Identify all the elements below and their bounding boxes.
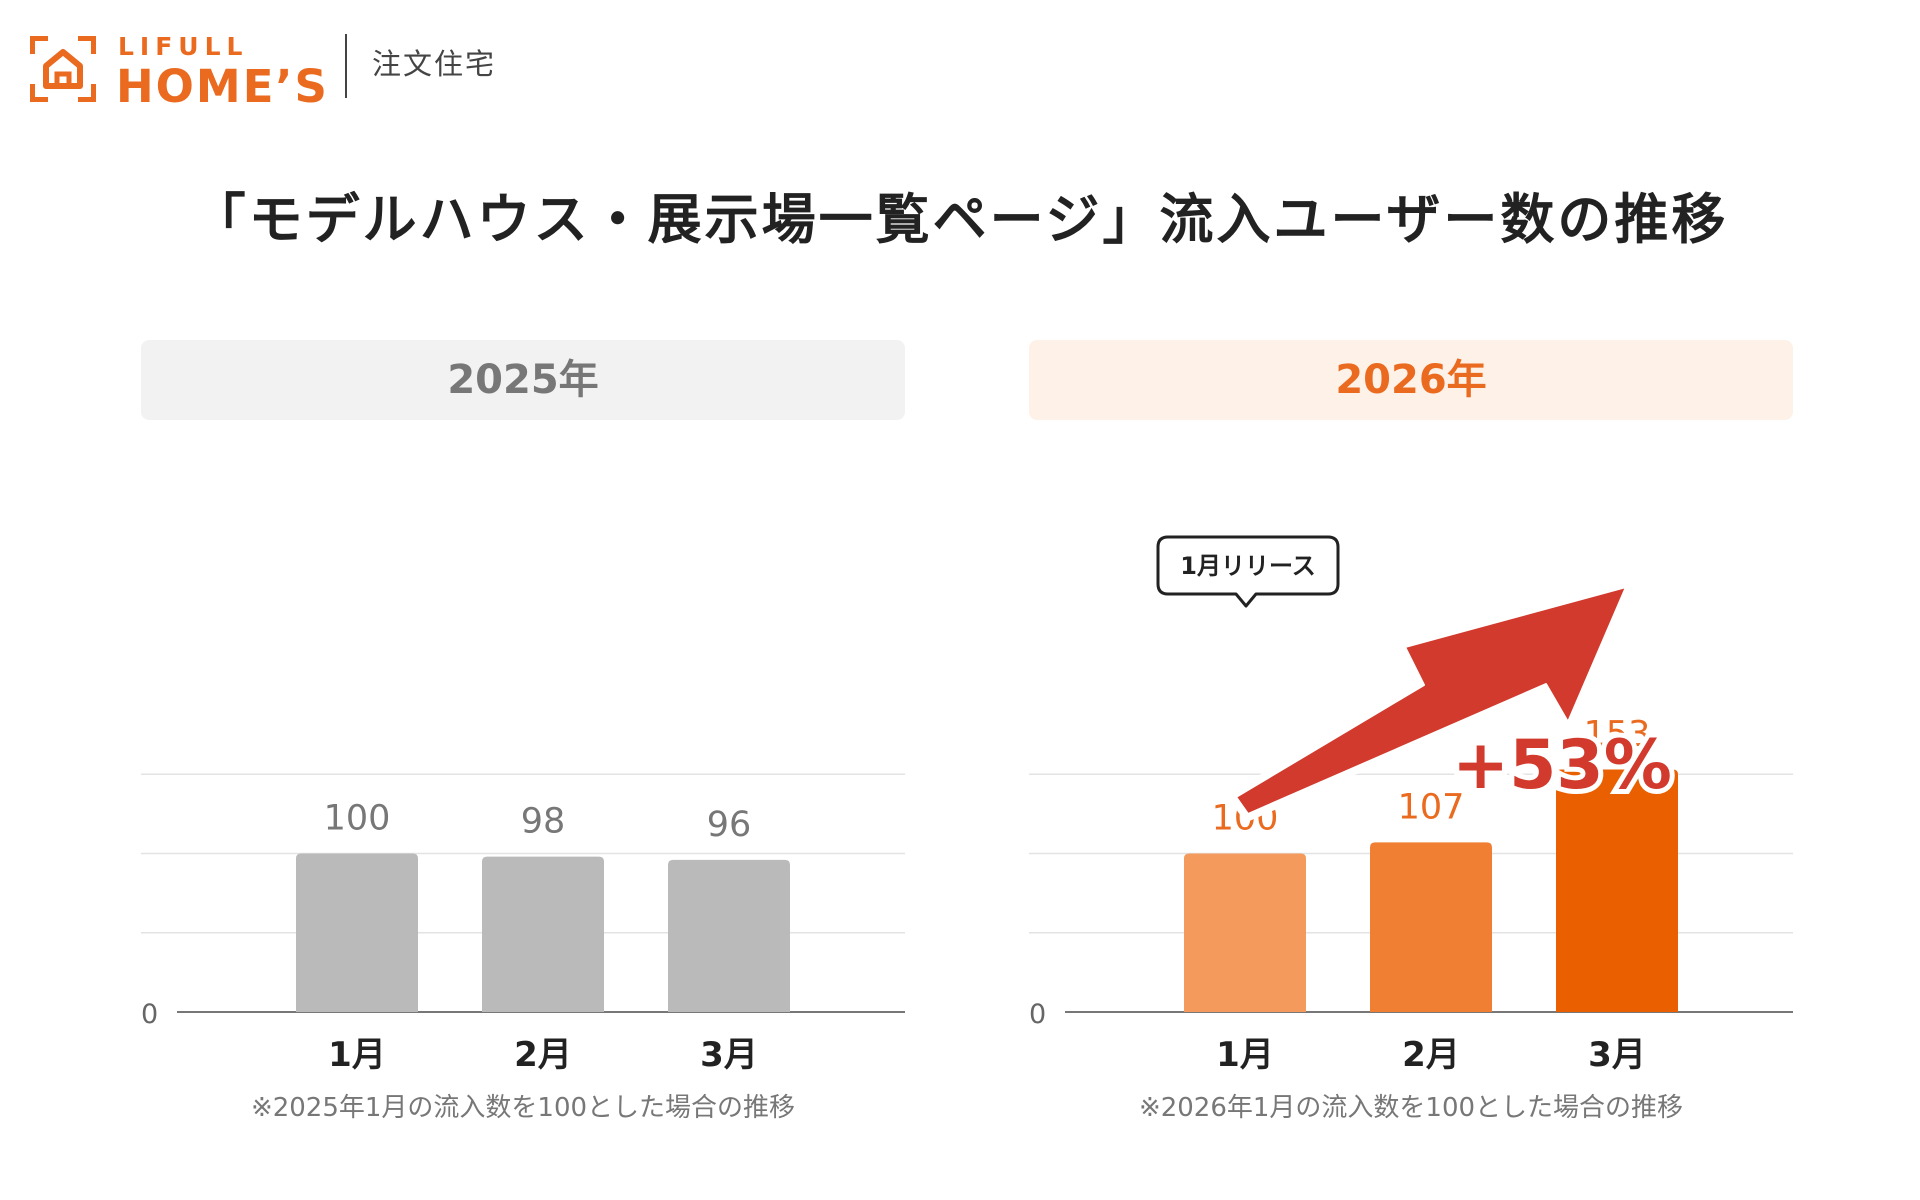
brand-name-bottom: HOME’S	[116, 60, 329, 113]
chart-footnote: ※2026年1月の流入数を100とした場合の推移	[1138, 1093, 1684, 1123]
page-title: 「モデルハウス・展示場一覧ページ」流入ユーザー数の推移	[191, 188, 1729, 251]
category-label: 1月	[328, 1035, 386, 1075]
category-label: 2月	[1402, 1035, 1460, 1075]
category-label: 3月	[1588, 1035, 1646, 1075]
year-header: 2025年	[141, 340, 905, 420]
callout-bubble	[1156, 535, 1340, 608]
bar	[668, 859, 790, 1012]
value-label: 100	[324, 799, 391, 839]
bar	[1184, 853, 1306, 1012]
y-tick-label: 0	[1029, 999, 1046, 1030]
category-label: 2月	[514, 1035, 572, 1075]
callout-text: 1月リリース	[1180, 552, 1316, 580]
bar-chart-2026: 01001月1072月1533月1月リリース+53%	[1029, 535, 1793, 1075]
growth-arrow-icon	[1235, 586, 1627, 815]
brand-name-top: LIFULL	[118, 32, 249, 61]
bar	[1370, 842, 1492, 1012]
y-tick-label: 0	[141, 999, 158, 1030]
growth-label: +53%	[1452, 726, 1672, 805]
bar-chart-2025: 0 100 1月 98 2月 96 3月	[141, 773, 905, 1075]
chart-footnote: ※2025年1月の流入数を100とした場合の推移	[250, 1093, 796, 1123]
category-label: 注文住宅	[372, 47, 497, 81]
house-logo-icon	[30, 36, 96, 102]
header-divider	[345, 34, 347, 98]
chart-panel-2026: 2026年 01001月1072月1533月1月リリース+53% ※2026年1…	[1029, 340, 1793, 1180]
chart-panel-2025: 2025年 0 100 1月 98 2月 96 3月 ※2025年1月の流入数を100とした…	[141, 340, 905, 1180]
value-label: 96	[707, 805, 752, 845]
header: LIFULL HOME’S 注文住宅	[30, 28, 530, 113]
value-label: 153	[1584, 714, 1651, 754]
bar	[296, 853, 418, 1012]
year-header: 2026年	[1029, 340, 1793, 420]
category-label: 3月	[700, 1035, 758, 1075]
bar	[482, 856, 604, 1012]
value-label: 107	[1398, 787, 1465, 827]
value-label: 98	[521, 802, 566, 842]
category-label: 1月	[1216, 1035, 1274, 1075]
bar	[1556, 769, 1678, 1012]
